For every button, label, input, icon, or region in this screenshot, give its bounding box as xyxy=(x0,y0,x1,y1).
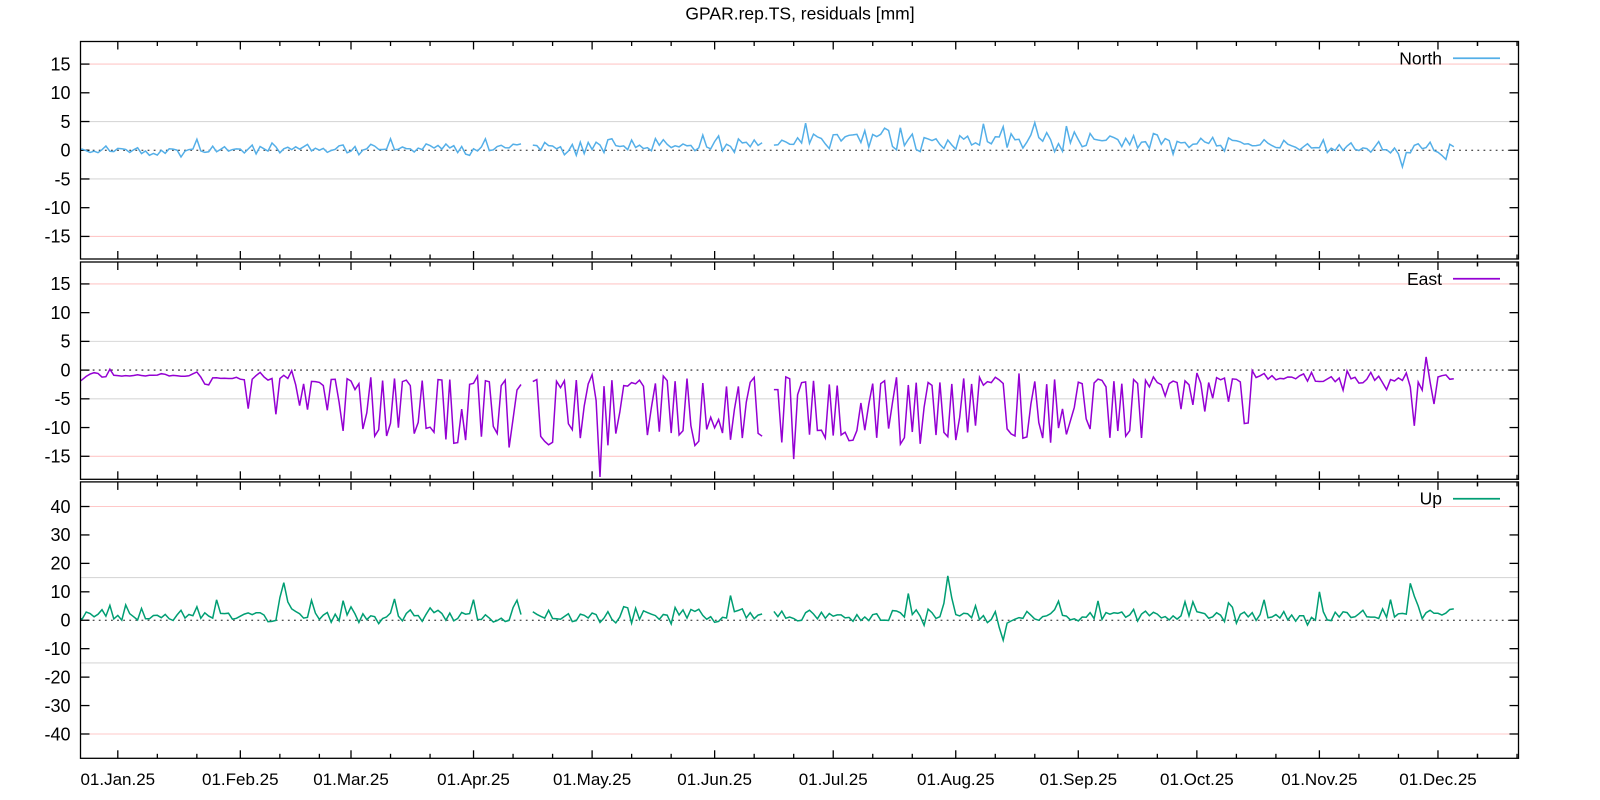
svg-text:-15: -15 xyxy=(44,447,70,467)
svg-text:10: 10 xyxy=(50,303,70,323)
svg-text:-15: -15 xyxy=(44,227,70,247)
svg-text:01.Sep.25: 01.Sep.25 xyxy=(1040,770,1118,789)
svg-text:-10: -10 xyxy=(44,198,70,218)
svg-text:30: 30 xyxy=(50,525,70,545)
svg-text:01.Nov.25: 01.Nov.25 xyxy=(1281,770,1357,789)
svg-text:01.May.25: 01.May.25 xyxy=(553,770,631,789)
svg-text:-5: -5 xyxy=(54,169,70,189)
svg-text:0: 0 xyxy=(60,141,70,161)
svg-text:-5: -5 xyxy=(54,389,70,409)
svg-text:15: 15 xyxy=(50,274,70,294)
svg-text:01.Aug.25: 01.Aug.25 xyxy=(917,770,995,789)
svg-text:01.Dec.25: 01.Dec.25 xyxy=(1399,770,1477,789)
svg-text:0: 0 xyxy=(60,360,70,380)
svg-text:01.Mar.25: 01.Mar.25 xyxy=(313,770,389,789)
svg-text:East: East xyxy=(1407,269,1442,289)
svg-text:GPAR.rep.TS, residuals [mm]: GPAR.rep.TS, residuals [mm] xyxy=(685,4,914,24)
svg-text:01.Apr.25: 01.Apr.25 xyxy=(437,770,510,789)
svg-text:-10: -10 xyxy=(44,418,70,438)
svg-text:10: 10 xyxy=(50,582,70,602)
svg-text:0: 0 xyxy=(60,611,70,631)
svg-text:01.Feb.25: 01.Feb.25 xyxy=(202,770,279,789)
svg-text:20: 20 xyxy=(50,554,70,574)
svg-text:15: 15 xyxy=(50,54,70,74)
svg-text:5: 5 xyxy=(60,332,70,352)
svg-text:-20: -20 xyxy=(44,667,70,687)
svg-text:01.Oct.25: 01.Oct.25 xyxy=(1160,770,1234,789)
svg-text:Up: Up xyxy=(1420,489,1442,509)
svg-text:40: 40 xyxy=(50,497,70,517)
svg-text:-40: -40 xyxy=(44,724,70,744)
svg-text:01.Jun.25: 01.Jun.25 xyxy=(677,770,752,789)
svg-text:North: North xyxy=(1399,48,1442,68)
svg-text:01.Jul.25: 01.Jul.25 xyxy=(799,770,868,789)
svg-text:10: 10 xyxy=(50,83,70,103)
svg-text:5: 5 xyxy=(60,112,70,132)
svg-text:-10: -10 xyxy=(44,639,70,659)
svg-text:01.Jan.25: 01.Jan.25 xyxy=(80,770,155,789)
svg-text:-30: -30 xyxy=(44,696,70,716)
